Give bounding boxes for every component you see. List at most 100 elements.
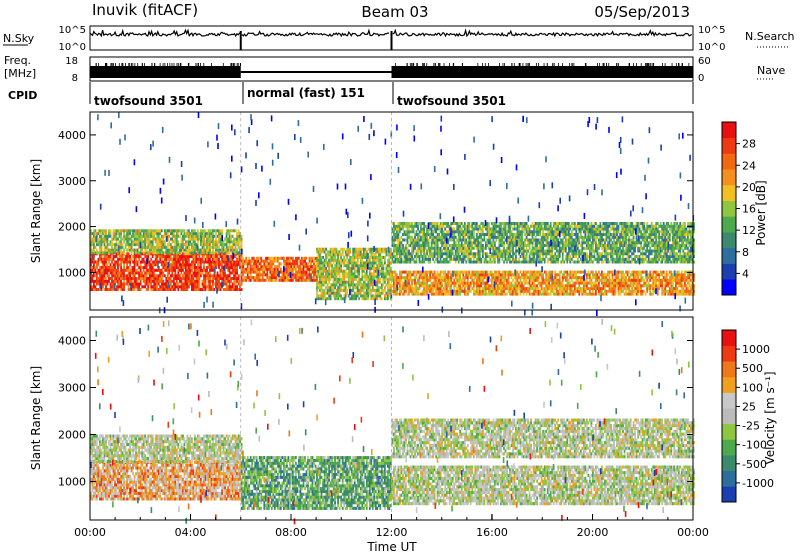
power-data-cell xyxy=(509,273,511,277)
power-data-cell xyxy=(397,260,400,264)
power-data-cell xyxy=(204,240,207,244)
power-data-cell xyxy=(485,287,487,291)
power-data-cell xyxy=(679,276,682,280)
power-data-cell xyxy=(513,281,516,285)
power-data-cell xyxy=(643,289,646,293)
power-data-cell xyxy=(444,287,447,291)
power-data-cell xyxy=(408,289,410,293)
power-data-cell xyxy=(108,257,110,261)
power-data-cell xyxy=(290,256,293,260)
power-data-cell xyxy=(411,273,413,277)
power-data-cell xyxy=(94,260,97,264)
power-data-cell xyxy=(448,287,451,291)
power-data-cell xyxy=(172,282,175,286)
power-data-cell xyxy=(209,240,211,244)
power-data-cell xyxy=(377,253,380,257)
power-data-cell xyxy=(133,260,136,264)
power-data-cell xyxy=(123,282,125,286)
power-data-cell xyxy=(435,289,437,293)
power-data-cell xyxy=(212,274,214,278)
power-data-cell xyxy=(463,281,466,285)
power-data-cell xyxy=(515,284,517,288)
power-data-cell xyxy=(638,284,641,288)
power-data-cell xyxy=(106,268,109,272)
power-data-cell xyxy=(468,270,471,274)
power-data-cell xyxy=(405,287,407,291)
power-data-cell xyxy=(377,280,380,284)
power-data-cell xyxy=(552,278,555,282)
power-data-cell xyxy=(124,282,127,286)
power-data-cell xyxy=(182,282,184,286)
power-data-cell xyxy=(275,276,278,280)
power-data-cell xyxy=(130,234,133,238)
power-data-cell xyxy=(459,287,462,291)
power-data-cell xyxy=(424,278,427,282)
power-data-cell xyxy=(453,281,456,285)
power-data-cell xyxy=(352,283,355,287)
power-data-cell xyxy=(307,273,309,277)
power-data-cell xyxy=(136,260,139,264)
power-data-cell xyxy=(614,292,617,296)
power-data-cell xyxy=(447,276,450,280)
power-data-cell xyxy=(135,271,137,275)
power-data-cell xyxy=(587,270,590,274)
power-data-cell xyxy=(677,276,680,280)
power-data-cell xyxy=(292,265,294,269)
power-data-cell xyxy=(325,275,327,279)
power-data-cell xyxy=(629,289,632,293)
power-data-cell xyxy=(640,276,642,280)
power-data-cell xyxy=(459,292,462,296)
power-data-cell xyxy=(153,285,156,289)
power-data-cell xyxy=(518,281,520,285)
power-data-cell xyxy=(329,255,332,259)
power-data-cell xyxy=(218,277,220,280)
power-data-cell xyxy=(670,289,673,293)
power-data-cell xyxy=(133,234,136,238)
power-data-cell xyxy=(200,251,202,255)
power-data-cell xyxy=(513,292,516,296)
power-data-cell xyxy=(195,257,198,261)
power-data-cell xyxy=(349,250,352,254)
power-data-cell xyxy=(365,297,368,301)
power-data-cell xyxy=(346,272,349,276)
power-data-cell xyxy=(99,245,101,249)
power-data-cell xyxy=(313,276,315,280)
power-data-cell xyxy=(548,273,551,277)
power-data-cell xyxy=(364,261,367,265)
power-data-cell xyxy=(337,294,339,298)
power-data-cell xyxy=(231,229,234,233)
power-data-cell xyxy=(385,264,388,268)
power-data-cell xyxy=(397,238,400,242)
power-data-cell xyxy=(418,241,421,245)
power-data-cell xyxy=(374,250,377,254)
power-data-cell xyxy=(189,237,192,241)
power-data-cell xyxy=(210,237,213,241)
power-data-cell xyxy=(90,279,92,283)
power-data-cell xyxy=(313,259,315,263)
power-data-cell xyxy=(507,287,510,291)
power-data-cell xyxy=(114,234,116,238)
power-data-cell xyxy=(604,278,606,282)
power-data-cell xyxy=(376,297,379,301)
power-data-cell xyxy=(592,289,594,293)
power-data-cell xyxy=(355,286,358,290)
power-data-cell xyxy=(423,273,425,277)
power-data-cell xyxy=(212,229,214,233)
power-data-cell xyxy=(620,276,623,280)
power-data-cell xyxy=(356,258,359,262)
power-data-cell xyxy=(180,229,183,233)
power-data-cell xyxy=(299,265,302,269)
power-data-cell xyxy=(344,253,347,257)
power-data-cell xyxy=(180,245,183,249)
power-data-cell xyxy=(210,232,213,236)
power-data-cell xyxy=(344,294,347,298)
power-data-cell xyxy=(109,257,112,261)
power-data-cell xyxy=(160,255,163,258)
power-data-cell xyxy=(248,267,251,271)
power-data-cell xyxy=(144,229,147,233)
power-data-cell xyxy=(638,281,641,285)
power-data-cell xyxy=(387,283,389,287)
power-data-cell xyxy=(120,248,122,252)
power-data-cell xyxy=(448,278,451,282)
power-data-cell xyxy=(610,270,612,274)
